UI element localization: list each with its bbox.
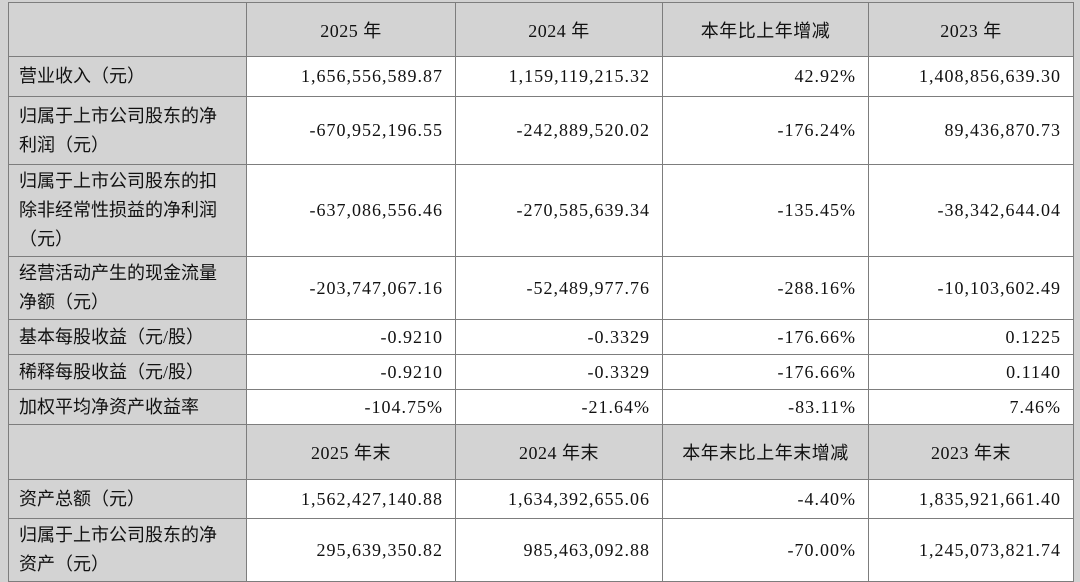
table-row-total-assets: 资产总额（元） 1,562,427,140.88 1,634,392,655.0… bbox=[8, 479, 1074, 519]
value-cell: -203,747,067.16 bbox=[246, 256, 456, 320]
table-row-revenue: 营业收入（元） 1,656,556,589.87 1,159,119,215.3… bbox=[8, 56, 1074, 97]
row-label: 资产总额（元） bbox=[8, 479, 247, 519]
row-label: 归属于上市公司股东的扣除非经常性损益的净利润（元） bbox=[8, 164, 247, 257]
corner-cell bbox=[8, 2, 247, 57]
value-cell: 1,408,856,639.30 bbox=[868, 56, 1074, 97]
value-cell: -10,103,602.49 bbox=[868, 256, 1074, 320]
row-label: 营业收入（元） bbox=[8, 56, 247, 97]
value-cell: -104.75% bbox=[246, 389, 456, 425]
col-header-2023: 2023 年 bbox=[868, 2, 1074, 57]
value-cell: -176.24% bbox=[662, 96, 869, 165]
table-row-net-profit-excl-nonrecurring: 归属于上市公司股东的扣除非经常性损益的净利润（元） -637,086,556.4… bbox=[8, 164, 1074, 257]
col-header-2024: 2024 年 bbox=[455, 2, 663, 57]
value-cell: -4.40% bbox=[662, 479, 869, 519]
value-cell: -38,342,644.04 bbox=[868, 164, 1074, 257]
table-row-basic-eps: 基本每股收益（元/股） -0.9210 -0.3329 -176.66% 0.1… bbox=[8, 319, 1074, 355]
value-cell: -288.16% bbox=[662, 256, 869, 320]
row-label: 加权平均净资产收益率 bbox=[8, 389, 247, 425]
value-cell: -70.00% bbox=[662, 518, 869, 582]
value-cell: -637,086,556.46 bbox=[246, 164, 456, 257]
value-cell: 1,835,921,661.40 bbox=[868, 479, 1074, 519]
value-cell: -83.11% bbox=[662, 389, 869, 425]
table-row-diluted-eps: 稀释每股收益（元/股） -0.9210 -0.3329 -176.66% 0.1… bbox=[8, 354, 1074, 390]
section1-header-row: 2025 年 2024 年 本年比上年增减 2023 年 bbox=[8, 2, 1074, 57]
row-label: 稀释每股收益（元/股） bbox=[8, 354, 247, 390]
value-cell: -242,889,520.02 bbox=[455, 96, 663, 165]
col-header-yoy-change: 本年比上年增减 bbox=[662, 2, 869, 57]
value-cell: 7.46% bbox=[868, 389, 1074, 425]
value-cell: 1,656,556,589.87 bbox=[246, 56, 456, 97]
value-cell: -270,585,639.34 bbox=[455, 164, 663, 257]
value-cell: 1,245,073,821.74 bbox=[868, 518, 1074, 582]
value-cell: 42.92% bbox=[662, 56, 869, 97]
value-cell: -0.9210 bbox=[246, 319, 456, 355]
corner-cell bbox=[8, 424, 247, 480]
table-row-net-profit: 归属于上市公司股东的净利润（元） -670,952,196.55 -242,88… bbox=[8, 96, 1074, 165]
col-header-2025-end: 2025 年末 bbox=[246, 424, 456, 480]
value-cell: 1,562,427,140.88 bbox=[246, 479, 456, 519]
col-header-yoy-end-change: 本年末比上年末增减 bbox=[662, 424, 869, 480]
col-header-2024-end: 2024 年末 bbox=[455, 424, 663, 480]
value-cell: -52,489,977.76 bbox=[455, 256, 663, 320]
col-header-2025: 2025 年 bbox=[246, 2, 456, 57]
row-label: 归属于上市公司股东的净资产（元） bbox=[8, 518, 247, 582]
value-cell: -0.9210 bbox=[246, 354, 456, 390]
value-cell: -0.3329 bbox=[455, 319, 663, 355]
value-cell: -176.66% bbox=[662, 319, 869, 355]
table-row-weighted-avg-roe: 加权平均净资产收益率 -104.75% -21.64% -83.11% 7.46… bbox=[8, 389, 1074, 425]
value-cell: 985,463,092.88 bbox=[455, 518, 663, 582]
value-cell: -176.66% bbox=[662, 354, 869, 390]
value-cell: 1,634,392,655.06 bbox=[455, 479, 663, 519]
value-cell: 295,639,350.82 bbox=[246, 518, 456, 582]
financial-summary-table: 2025 年 2024 年 本年比上年增减 2023 年 营业收入（元） 1,6… bbox=[8, 2, 1074, 582]
table-row-net-assets: 归属于上市公司股东的净资产（元） 295,639,350.82 985,463,… bbox=[8, 518, 1074, 582]
value-cell: 1,159,119,215.32 bbox=[455, 56, 663, 97]
value-cell: -0.3329 bbox=[455, 354, 663, 390]
value-cell: -135.45% bbox=[662, 164, 869, 257]
col-header-2023-end: 2023 年末 bbox=[868, 424, 1074, 480]
value-cell: -21.64% bbox=[455, 389, 663, 425]
row-label: 基本每股收益（元/股） bbox=[8, 319, 247, 355]
row-label: 经营活动产生的现金流量净额（元） bbox=[8, 256, 247, 320]
value-cell: 0.1225 bbox=[868, 319, 1074, 355]
value-cell: 0.1140 bbox=[868, 354, 1074, 390]
row-label: 归属于上市公司股东的净利润（元） bbox=[8, 96, 247, 165]
section2-header-row: 2025 年末 2024 年末 本年末比上年末增减 2023 年末 bbox=[8, 424, 1074, 480]
value-cell: -670,952,196.55 bbox=[246, 96, 456, 165]
table-row-operating-cash-flow: 经营活动产生的现金流量净额（元） -203,747,067.16 -52,489… bbox=[8, 256, 1074, 320]
value-cell: 89,436,870.73 bbox=[868, 96, 1074, 165]
